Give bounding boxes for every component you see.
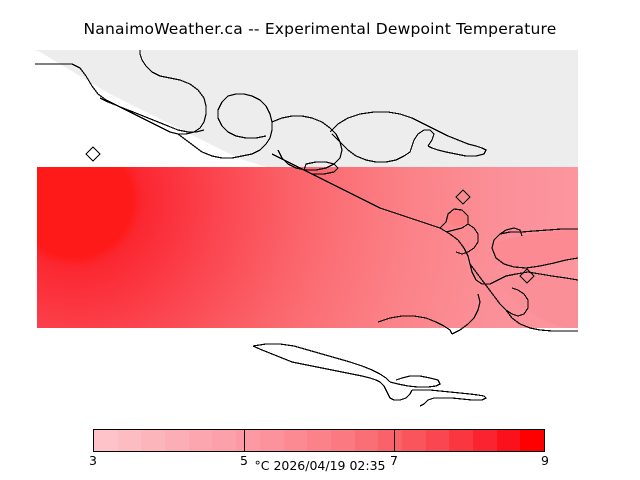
- colorbar-band-16: [473, 430, 497, 451]
- colorbar-caption: °C 2026/04/19 02:35: [254, 458, 386, 473]
- page-title: NanaimoWeather.ca -- Experimental Dewpoi…: [83, 20, 557, 38]
- colorbar-band-9: [307, 430, 331, 451]
- field-over-land: [446, 209, 578, 328]
- colorbar-band-17: [496, 430, 521, 451]
- station-marker-south[interactable]: [519, 268, 535, 284]
- colorbar-label-9: 9: [541, 453, 549, 468]
- colorbar-band-10: [330, 430, 355, 451]
- colorbar-band-0: [94, 430, 118, 451]
- colorbar-band-14: [425, 430, 450, 451]
- station-markers[interactable]: [85, 146, 535, 284]
- colorbar-band-13: [401, 430, 426, 451]
- colorbar-band-8: [283, 430, 308, 451]
- station-marker-east[interactable]: [455, 189, 471, 205]
- colorbar-band-7: [259, 430, 284, 451]
- colorbar-band-15: [449, 430, 473, 451]
- coastline-layer: [35, 50, 579, 407]
- colorbar-band-2: [141, 430, 166, 451]
- colorbar-label-7: 7: [390, 453, 398, 468]
- colorbar-tick-7: [394, 429, 395, 452]
- station-marker-west[interactable]: [85, 146, 101, 162]
- colorbar-band-3: [165, 430, 189, 451]
- colorbar-band-12: [378, 430, 402, 451]
- colorbar-band-6: [236, 430, 260, 451]
- colorbar-band-18: [520, 430, 544, 451]
- colorbar[interactable]: 3 5 7 9: [89, 429, 549, 468]
- colorbar-label-5: 5: [240, 453, 248, 468]
- colorbar-gradient-strip[interactable]: [93, 429, 545, 452]
- colorbar-band-11: [354, 430, 379, 451]
- colorbar-label-3: 3: [89, 453, 97, 468]
- colorbar-tick-5: [244, 429, 245, 452]
- map-canvas[interactable]: [0, 46, 640, 416]
- colorbar-band-4: [188, 430, 213, 451]
- dewpoint-field: [37, 167, 578, 328]
- colorbar-band-1: [117, 430, 142, 451]
- colorbar-band-5: [212, 430, 237, 451]
- map-panel[interactable]: [0, 46, 640, 416]
